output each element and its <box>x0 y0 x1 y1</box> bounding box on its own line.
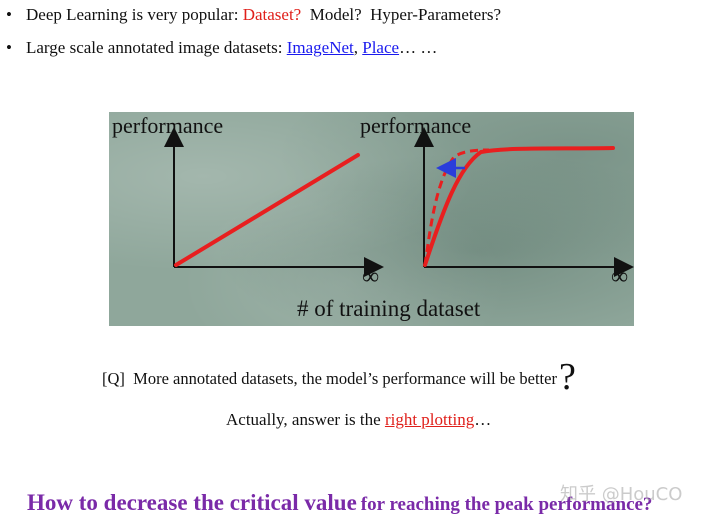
bullet-text-rest: Model? Hyper-Parameters? <box>301 5 502 24</box>
answer-text: Actually, answer is the <box>226 410 385 429</box>
right-plotting-link[interactable]: right plotting <box>384 410 475 429</box>
left-y-label: performance <box>112 113 224 138</box>
place-link[interactable]: Place <box>362 38 400 57</box>
link-separator: , <box>353 38 363 57</box>
answer-ellipsis: … <box>474 410 492 429</box>
right-y-label: performance <box>360 113 472 138</box>
bullet-datasets: • Large scale annotated image datasets: I… <box>6 38 437 58</box>
right-curve-solid <box>423 146 615 267</box>
bullet-marker: • <box>6 5 12 24</box>
answer-line: Actually, answer is the right plotting… <box>226 410 491 430</box>
performance-plots <box>164 127 634 277</box>
bullet-dataset: • Deep Learning is very popular: Dataset?… <box>6 5 501 25</box>
question-text: [Q] More annotated datasets, the model’s… <box>102 369 557 388</box>
question-line: [Q] More annotated datasets, the model’s… <box>102 355 576 399</box>
watermark: 知乎 @HouCO <box>560 484 683 505</box>
bottom-heading: How to decrease the critical value for r… <box>27 490 652 516</box>
question-mark: ? <box>558 356 576 398</box>
bottom-heading-main: How to decrease the critical value <box>27 490 357 515</box>
imagenet-link[interactable]: ImageNet <box>286 38 354 57</box>
x-axis-label: # of training dataset <box>297 296 481 321</box>
left-infinity-label: ∞ <box>362 264 380 290</box>
left-curve <box>174 153 360 267</box>
bottom-heading-sub: for reaching the peak performance? <box>360 494 653 515</box>
bullet-text: Large scale annotated image datasets: <box>26 38 287 57</box>
bullet-text: Deep Learning is very popular: <box>26 5 243 24</box>
ellipsis-text: … … <box>399 38 438 57</box>
performance-figure: performance performance ∞ ∞ # of trainin… <box>109 112 634 326</box>
dataset-highlight: Dataset? <box>242 5 302 24</box>
right-infinity-label: ∞ <box>611 264 629 290</box>
bullet-marker: • <box>6 38 12 57</box>
